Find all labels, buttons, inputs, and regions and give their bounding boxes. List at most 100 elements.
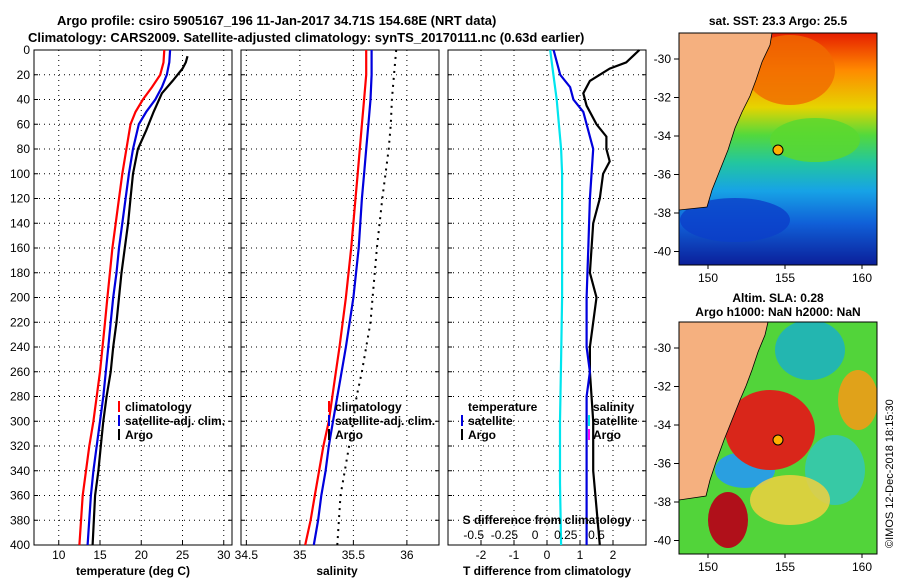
sla-high-2 xyxy=(838,370,877,430)
x-tick-label: -1 xyxy=(509,548,520,562)
difference-legend-left: temperature satellite Argo xyxy=(461,400,538,442)
x-tick-label: 25 xyxy=(176,548,190,562)
sla-map-frame xyxy=(678,321,878,555)
depth-tick-label: 100 xyxy=(10,167,30,181)
land xyxy=(679,322,769,501)
legend-label-satellite-salinity: satellite xyxy=(593,414,638,428)
x-tick-label: 35 xyxy=(293,548,307,562)
map-x-tick-label: 150 xyxy=(698,560,718,574)
figure-title-line2: Climatology: CARS2009. Satellite-adjuste… xyxy=(28,30,584,45)
temperature-legend: climatology satellite-adj. clim. Argo xyxy=(118,400,225,442)
map-x-tick-label: 155 xyxy=(775,271,795,285)
series-line-climatology xyxy=(304,50,368,546)
map-y-tick-label: -32 xyxy=(654,380,672,394)
x-tick-label: 35.5 xyxy=(342,548,366,562)
sla-high-1 xyxy=(725,390,815,470)
series-line-argo xyxy=(336,49,398,546)
legend-label-climatology: climatology xyxy=(335,400,402,414)
depth-tick-label: 180 xyxy=(10,266,30,280)
temperature-panel: 0 20 40 60 80 100 120 140 160 180 200 220 240 260 280 3… xyxy=(10,43,233,578)
depth-tick-label: 320 xyxy=(10,439,30,453)
sst-map-frame xyxy=(678,32,878,266)
sla-mid xyxy=(750,475,830,525)
salinity-legend: climatology satellite-adj. clim. Argo xyxy=(328,400,435,442)
argo-float-marker xyxy=(772,144,784,156)
depth-tick-label: 160 xyxy=(10,241,30,255)
land xyxy=(679,33,773,211)
x-tick-label: 1 xyxy=(577,548,584,562)
depth-tick-label: 340 xyxy=(10,464,30,478)
x-tick-label: 0 xyxy=(544,548,551,562)
map-y-tick-label: -40 xyxy=(654,534,672,548)
map-x-tick-label: 155 xyxy=(775,560,795,574)
series-line-temperature-satellite xyxy=(552,49,595,545)
sla-map-title-line1: Altim. SLA: 0.28 xyxy=(732,291,824,305)
x-tick-label: 36 xyxy=(400,548,414,562)
map-y-tick-label: -36 xyxy=(654,168,672,182)
map-y-tick-label: -36 xyxy=(654,457,672,471)
difference-legend-right: salinity satellite Argo xyxy=(588,400,638,442)
s-tick-label: -0.5 xyxy=(463,528,484,542)
depth-tick-label: 220 xyxy=(10,315,30,329)
depth-tick-label: 60 xyxy=(17,117,31,131)
sla-map-panel: Altim. SLA: 0.28 Argo h1000: NaN h2000: … xyxy=(654,291,878,574)
x-tick-label: 30 xyxy=(217,548,231,562)
argo-float-marker xyxy=(772,434,784,446)
temperature-plot-frame xyxy=(33,49,233,546)
depth-tick-label: 240 xyxy=(10,340,30,354)
x-tick-label: 34.5 xyxy=(235,548,259,562)
sla-high-3 xyxy=(708,492,748,548)
sst-map-panel: sat. SST: 23.3 Argo: 25.5 -30 xyxy=(654,14,878,285)
map-y-tick-label: -30 xyxy=(654,341,672,355)
sla-map-title-line2: Argo h1000: NaN h2000: NaN xyxy=(695,305,860,319)
depth-tick-label: 360 xyxy=(10,489,30,503)
legend-label-satellite: satellite-adj. clim. xyxy=(125,414,225,428)
legend-label-satellite: satellite xyxy=(468,414,513,428)
map-x-tick-label: 150 xyxy=(698,271,718,285)
s-tick-label: 0.5 xyxy=(588,528,605,542)
sst-cool-patch xyxy=(680,198,790,242)
figure-title-line1: Argo profile: csiro 5905167_196 11-Jan-2… xyxy=(57,13,496,28)
map-y-tick-label: -38 xyxy=(654,495,672,509)
depth-tick-label: 140 xyxy=(10,216,30,230)
legend-title-salinity: salinity xyxy=(593,400,635,414)
depth-tick-label: 80 xyxy=(17,142,31,156)
difference-xlabel: T difference from climatology xyxy=(463,564,631,578)
series-line-argo xyxy=(91,55,189,546)
sst-map-title: sat. SST: 23.3 Argo: 25.5 xyxy=(709,14,848,28)
series-line-salinity-satellite xyxy=(549,49,564,546)
map-y-tick-label: -38 xyxy=(654,206,672,220)
legend-label-argo: Argo xyxy=(468,428,496,442)
series-line-satellite-adj-clim- xyxy=(86,49,172,546)
temperature-xlabel: temperature (deg C) xyxy=(76,564,190,578)
depth-tick-label: 400 xyxy=(10,538,30,552)
depth-tick-label: 380 xyxy=(10,513,30,527)
map-y-tick-label: -32 xyxy=(654,91,672,105)
sst-warm-core xyxy=(745,35,835,105)
salinity-plot-frame xyxy=(240,49,440,546)
depth-tick-label: 40 xyxy=(17,93,31,107)
depth-tick-label: 120 xyxy=(10,192,30,206)
x-tick-label: 2 xyxy=(610,548,617,562)
depth-tick-label: 0 xyxy=(23,43,30,57)
x-tick-label: 20 xyxy=(135,548,149,562)
s-tick-label: 0 xyxy=(532,528,539,542)
legend-label-argo: Argo xyxy=(125,428,153,442)
depth-tick-label: 200 xyxy=(10,291,30,305)
x-tick-label: -2 xyxy=(476,548,487,562)
depth-tick-label: 20 xyxy=(17,68,31,82)
salinity-panel: 34.5 35 35.5 36 salinity climatology satell… xyxy=(235,49,440,578)
legend-label-satellite: satellite-adj. clim. xyxy=(335,414,435,428)
depth-tick-label: 260 xyxy=(10,365,30,379)
sst-green-patch xyxy=(770,118,860,162)
s-difference-label: S difference from climatology xyxy=(463,513,632,527)
series-line-temperature-argo xyxy=(582,49,641,546)
legend-title-temperature: temperature xyxy=(468,400,538,414)
map-x-tick-label: 160 xyxy=(852,560,872,574)
map-y-tick-label: -30 xyxy=(654,52,672,66)
legend-label-argo-salinity: Argo xyxy=(593,428,621,442)
depth-tick-label: 300 xyxy=(10,414,30,428)
series-line-climatology xyxy=(78,49,166,546)
s-tick-label: 0.25 xyxy=(554,528,578,542)
